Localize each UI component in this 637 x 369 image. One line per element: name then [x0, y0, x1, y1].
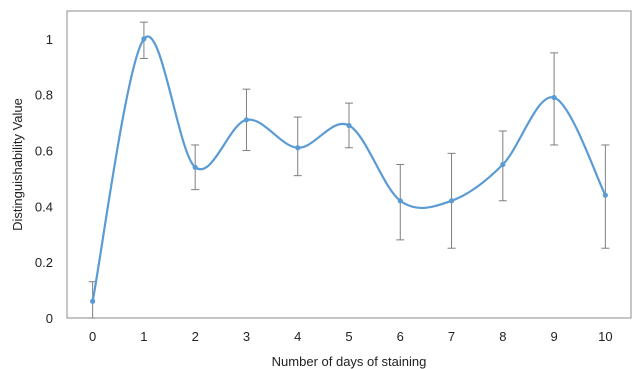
series-line — [91, 35, 607, 302]
data-point — [346, 122, 352, 129]
y-tick-label: 0.4 — [35, 199, 53, 214]
axes — [66, 10, 632, 319]
x-tick-label: 9 — [550, 329, 557, 344]
error-bars — [88, 21, 610, 319]
data-point — [397, 198, 403, 204]
x-tick-label: 10 — [598, 329, 612, 344]
x-tick-label: 7 — [448, 329, 455, 344]
x-tick-label: 1 — [140, 329, 147, 344]
y-tick-label: 0.2 — [35, 255, 53, 270]
data-point — [243, 117, 250, 123]
x-tick-label: 5 — [345, 329, 352, 344]
data-point — [295, 145, 301, 151]
data-point — [141, 36, 147, 42]
y-tick-label: 1 — [46, 32, 53, 47]
x-tick-label: 4 — [294, 329, 301, 344]
data-point — [500, 161, 506, 168]
x-tick-label: 8 — [499, 329, 506, 344]
x-tick-label: 6 — [397, 329, 404, 344]
x-tick-label: 3 — [243, 329, 250, 344]
series — [90, 35, 608, 304]
data-point — [602, 192, 608, 198]
tick-labels: 0 1 2 3 4 5 6 7 8 9 10 0 0.2 0.4 0.6 0.8 1 — [35, 32, 613, 344]
plot-frame — [66, 10, 632, 319]
y-axis-title: Distinguishability Value — [10, 98, 25, 231]
x-axis-title: Number of days of staining — [272, 354, 427, 369]
y-tick-label: 0.8 — [35, 88, 53, 103]
y-tick-label: 0.6 — [35, 144, 53, 159]
data-point — [551, 94, 557, 101]
data-point — [448, 198, 455, 204]
data-point — [90, 298, 96, 304]
y-tick-label: 0 — [46, 311, 53, 326]
data-point — [192, 164, 198, 170]
x-tick-label: 2 — [192, 329, 199, 344]
x-tick-label: 0 — [89, 329, 96, 344]
